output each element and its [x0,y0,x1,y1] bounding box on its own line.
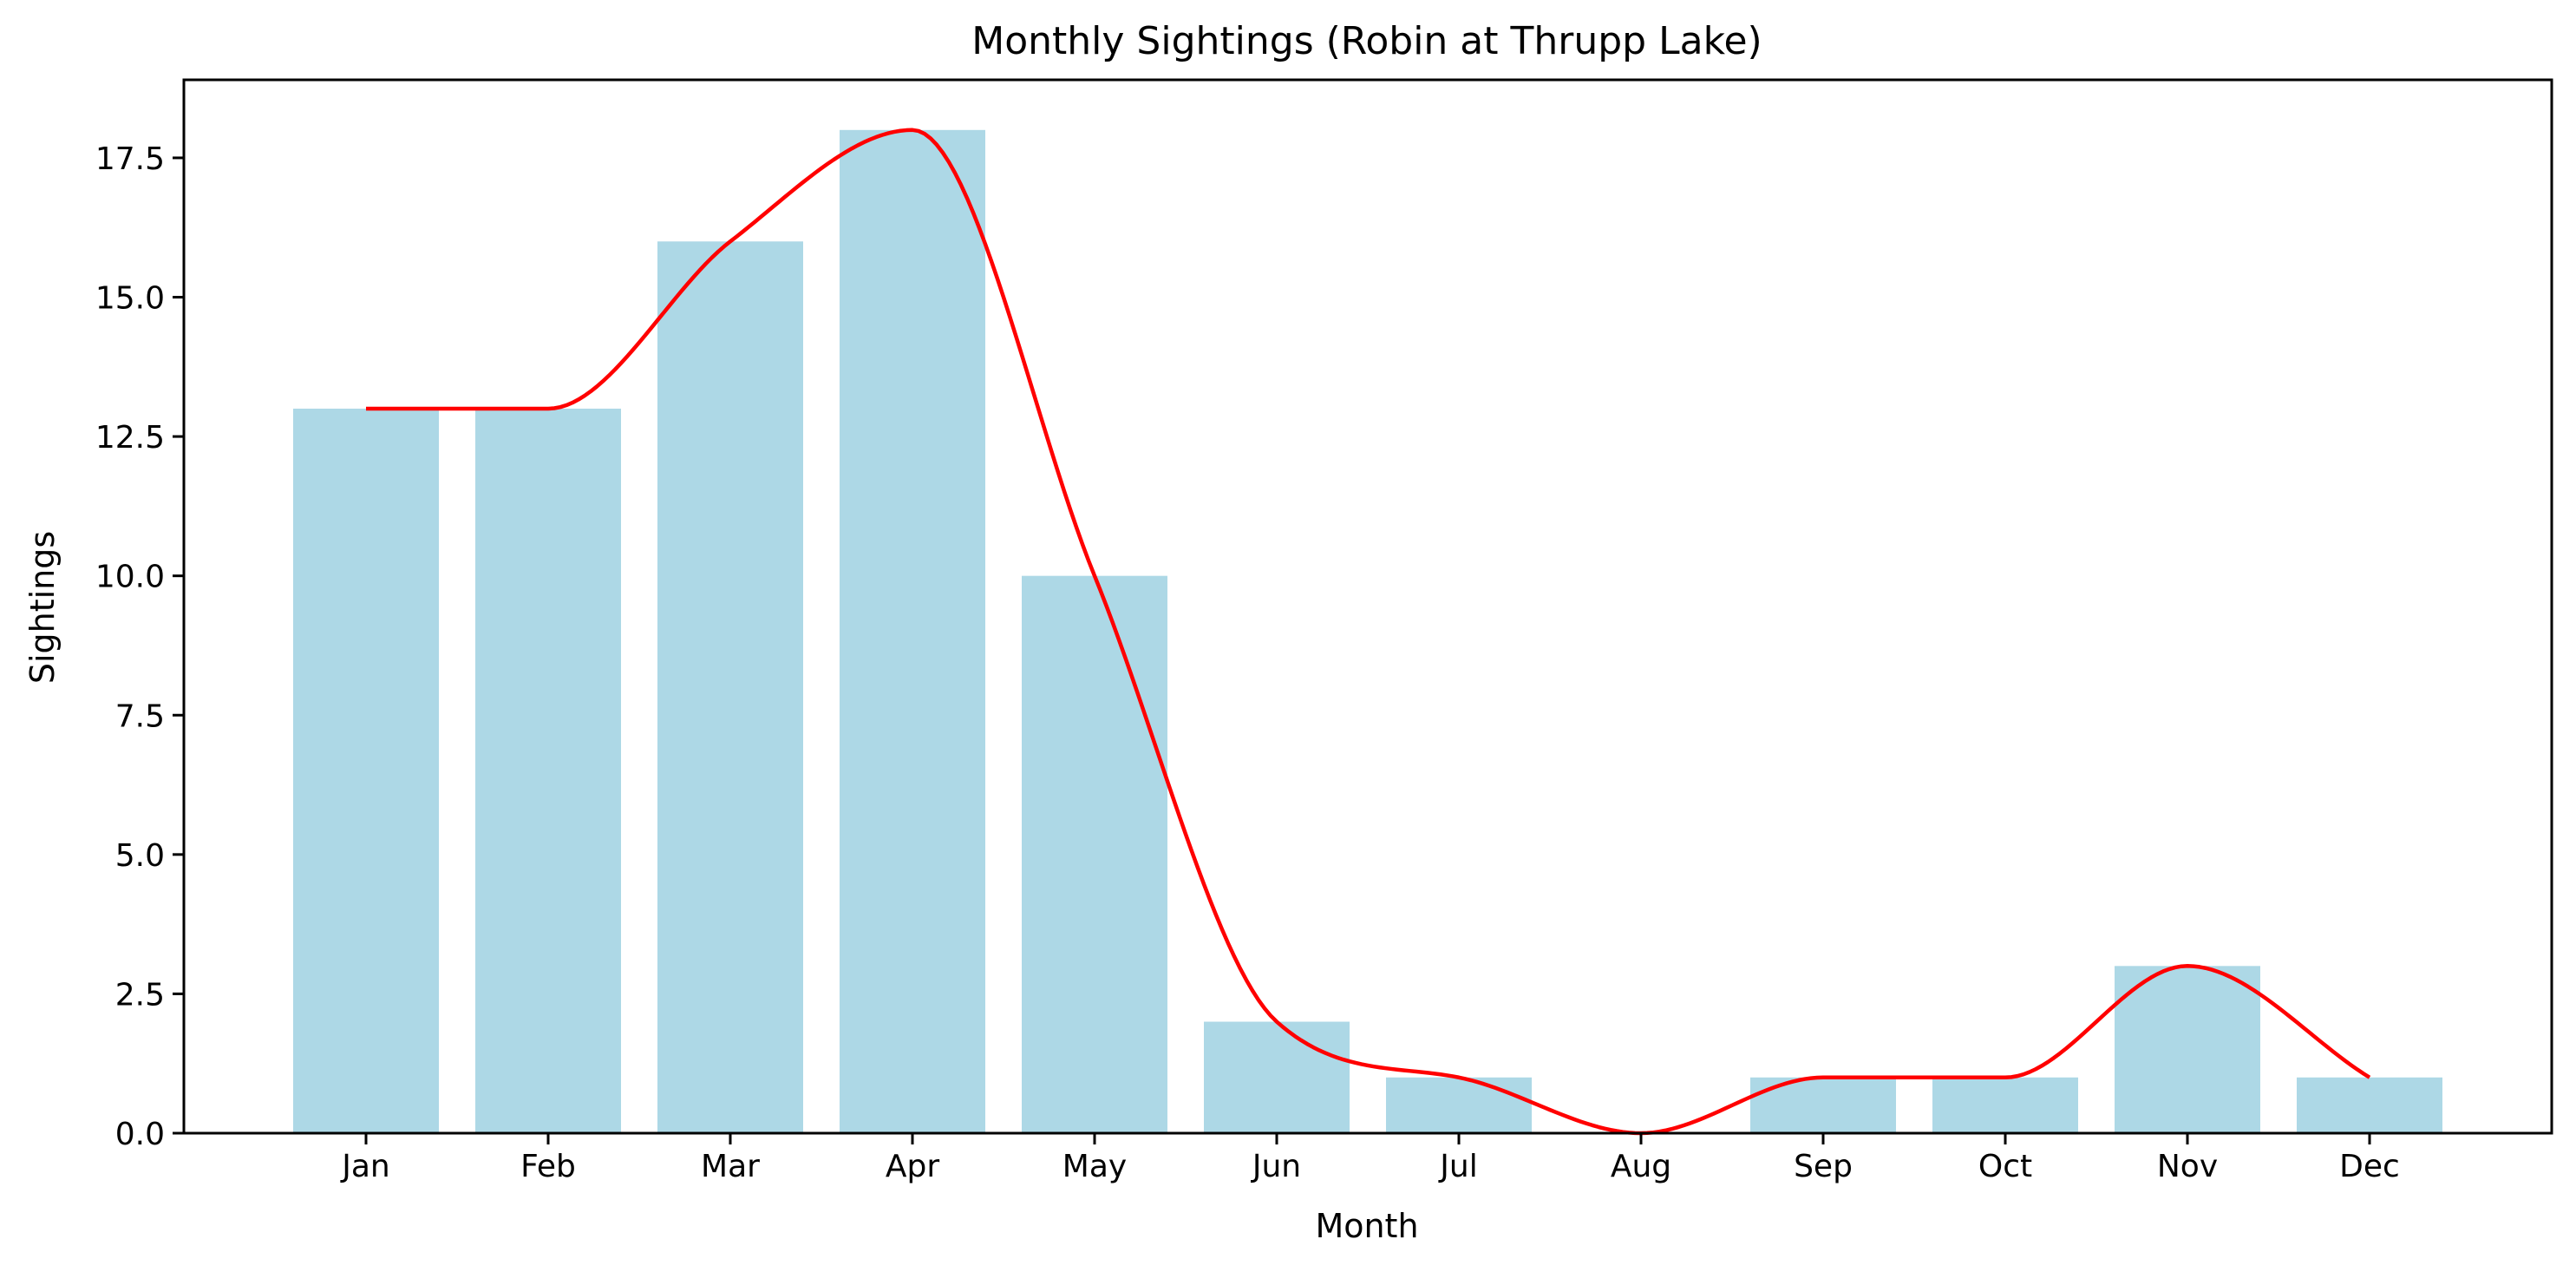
x-tick-label: Jun [1251,1149,1301,1184]
y-tick-label: 2.5 [115,977,165,1013]
y-tick-label: 15.0 [95,281,165,317]
bar-nov [2115,966,2260,1133]
x-tick-label: Feb [520,1149,576,1184]
trend-line-group [366,128,2371,1136]
x-tick-label: Nov [2157,1149,2218,1184]
bar-sep [1750,1077,1896,1133]
bar-jun [1204,1021,1350,1133]
bar-apr [840,129,985,1133]
chart-title: Monthly Sightings (Robin at Thrupp Lake) [971,19,1762,63]
y-tick-label: 12.5 [95,420,165,456]
y-tick-label: 0.0 [115,1117,165,1152]
bars-group [293,129,2442,1134]
y-tick-label: 5.0 [115,838,165,874]
x-tick-label: Jul [1438,1149,1477,1184]
bar-mar [657,241,803,1133]
bar-feb [475,408,621,1134]
x-tick-label: Dec [2339,1149,2400,1184]
y-axis: 0.0 2.5 5.0 7.5 10.0 12.5 15.0 17.5 [95,141,184,1152]
y-axis-label: Sightings [23,531,62,684]
trend-line [366,128,2371,1136]
x-axis: Jan Feb Mar Apr May Jun Jul Aug Sep Oct Nov Dec [340,1133,2400,1184]
x-tick-label: Mar [701,1149,760,1184]
y-tick-label: 17.5 [95,141,165,177]
y-tick-label: 10.0 [95,560,165,595]
bar-dec [2297,1077,2442,1133]
bar-jan [293,408,439,1134]
x-tick-label: Jan [340,1149,390,1184]
x-tick-label: Aug [1611,1149,1671,1184]
bar-oct [1932,1077,2078,1133]
y-tick-label: 7.5 [115,698,165,734]
bar-jul [1386,1077,1532,1133]
x-tick-label: May [1062,1149,1127,1184]
x-tick-label: Sep [1794,1149,1853,1184]
plot-frame [182,78,2553,1135]
bar-may [1022,575,1167,1133]
x-tick-label: Oct [1978,1149,2032,1184]
x-axis-label: Month [1315,1207,1418,1245]
x-tick-label: Apr [886,1149,939,1184]
